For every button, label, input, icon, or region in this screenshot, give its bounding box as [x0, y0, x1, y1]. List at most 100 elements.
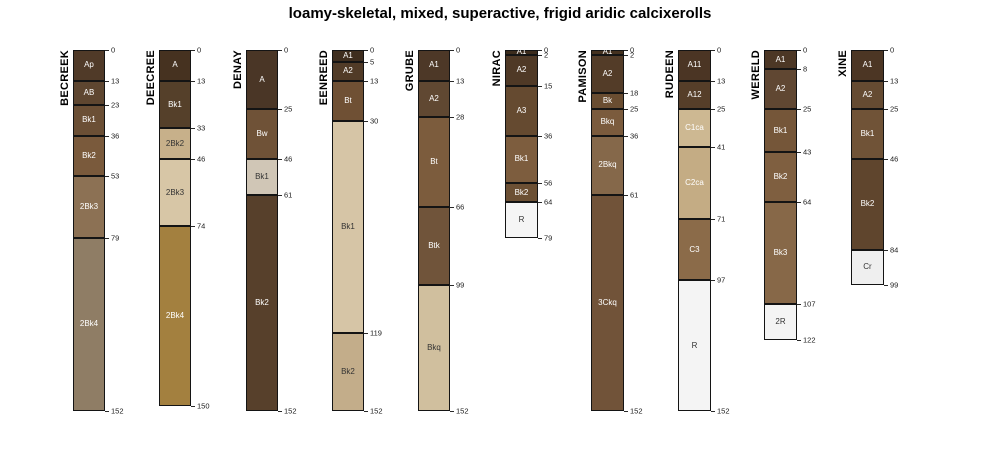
horizon-label: 2Bk4 [165, 311, 185, 320]
horizon-label: 2Bk4 [79, 319, 99, 329]
profile-name-wereld: WERELD [750, 50, 762, 100]
horizon-label: Bk1 [255, 172, 269, 182]
horizon-rudeen-r: R [678, 280, 711, 411]
depth-label: 23 [111, 99, 120, 109]
depth-label: 13 [456, 76, 465, 86]
depth-tick [711, 280, 715, 282]
horizon-label: 2Bk3 [79, 201, 99, 211]
depth-tick [624, 50, 628, 51]
profile-name-eenreed: EENREED [318, 50, 330, 106]
depth-tick [884, 285, 888, 287]
depth-tick [278, 109, 282, 111]
horizon-label: A1 [862, 60, 873, 70]
depth-tick [450, 50, 454, 51]
horizon-label: R [518, 214, 525, 224]
horizon-label: A [259, 74, 265, 84]
profile-name-grube: GRUBE [404, 50, 416, 92]
depth-label: 13 [890, 76, 899, 86]
horizon-becreek-bk1: Bk1 [73, 104, 105, 136]
horizon-denay-bk2: Bk2 [246, 194, 278, 411]
depth-label: 0 [890, 45, 895, 55]
depth-label: 99 [456, 280, 465, 290]
depth-label: 43 [803, 147, 812, 157]
horizon-grube-a2: A2 [418, 80, 450, 117]
depth-label: 97 [717, 275, 726, 285]
horizon-label: Bk2 [514, 187, 529, 197]
depth-tick [364, 61, 368, 63]
profile-name-nirac: NIRAC [491, 50, 503, 87]
horizon-label: 3Ckq [598, 297, 617, 307]
depth-tick [797, 202, 801, 203]
depth-label: 25 [803, 104, 812, 114]
horizon-label: Bk1 [341, 221, 355, 231]
depth-label: 84 [890, 244, 899, 254]
depth-label: 30 [370, 116, 379, 126]
depth-tick [624, 135, 628, 137]
depth-tick [278, 159, 282, 161]
horizon-deecree-2bk2: 2Bk2 [159, 128, 191, 160]
depth-label: 36 [630, 130, 639, 140]
horizon-label: Ap [84, 60, 94, 70]
depth-tick [278, 194, 282, 196]
horizon-grube-btk: Btk [418, 206, 450, 286]
depth-label: 28 [456, 111, 465, 121]
horizon-label: Bt [430, 156, 438, 166]
horizon-label: A1 [343, 50, 353, 60]
depth-tick [105, 80, 109, 82]
depth-label: 152 [284, 406, 297, 416]
horizon-label: A [172, 60, 178, 70]
depth-label: 64 [544, 197, 553, 207]
horizon-rudeen-c3: C3 [678, 218, 711, 281]
horizon-xine-cr: Cr [851, 249, 884, 286]
horizon-becreek-2bk4: 2Bk4 [73, 237, 105, 411]
depth-label: 5 [370, 57, 375, 67]
horizon-label: A12 [687, 90, 702, 100]
depth-label: 25 [890, 104, 899, 114]
profile-name-becreek: BECREEK [59, 50, 71, 106]
horizon-label: A2 [862, 90, 873, 100]
depth-tick [797, 304, 801, 306]
horizon-label: C3 [689, 244, 700, 254]
depth-tick [711, 411, 715, 412]
horizon-label: A3 [516, 105, 527, 115]
depth-label: 18 [630, 88, 639, 97]
depth-tick [884, 80, 888, 82]
depth-tick [884, 50, 888, 51]
horizon-nirac-r: R [505, 202, 538, 238]
depth-tick [278, 50, 282, 51]
depth-tick [797, 50, 801, 51]
depth-tick [364, 121, 368, 123]
horizon-label: A1 [602, 47, 613, 57]
horizon-label: 2Bkq [598, 160, 617, 170]
depth-tick [450, 116, 454, 118]
horizon-label: A2 [775, 84, 786, 94]
depth-tick [797, 69, 801, 70]
depth-label: 122 [803, 335, 816, 344]
depth-label: 0 [456, 45, 461, 55]
horizon-grube-bkq: Bkq [418, 285, 450, 411]
depth-label: 150 [197, 401, 210, 411]
depth-label: 0 [284, 45, 289, 55]
horizon-label: Bk2 [860, 199, 875, 209]
depth-label: 79 [111, 232, 120, 242]
horizon-xine-bk2: Bk2 [851, 159, 884, 250]
depth-tick [538, 50, 542, 51]
depth-tick [538, 202, 542, 203]
depth-tick [364, 50, 368, 51]
depth-label: 71 [717, 213, 726, 223]
horizon-rudeen-a12: A12 [678, 80, 711, 110]
horizon-label: 2Bk2 [165, 138, 185, 148]
depth-label: 152 [111, 406, 124, 416]
depth-label: 0 [370, 45, 375, 55]
depth-tick [711, 147, 715, 149]
horizon-label: Bk1 [773, 125, 788, 135]
depth-label: 41 [717, 142, 726, 152]
depth-tick [191, 225, 195, 227]
depth-tick [624, 109, 628, 111]
horizon-label: A2 [343, 66, 353, 76]
depth-label: 56 [544, 178, 553, 188]
depth-tick [797, 152, 801, 154]
depth-label: 61 [630, 190, 639, 200]
depth-tick [711, 80, 715, 82]
